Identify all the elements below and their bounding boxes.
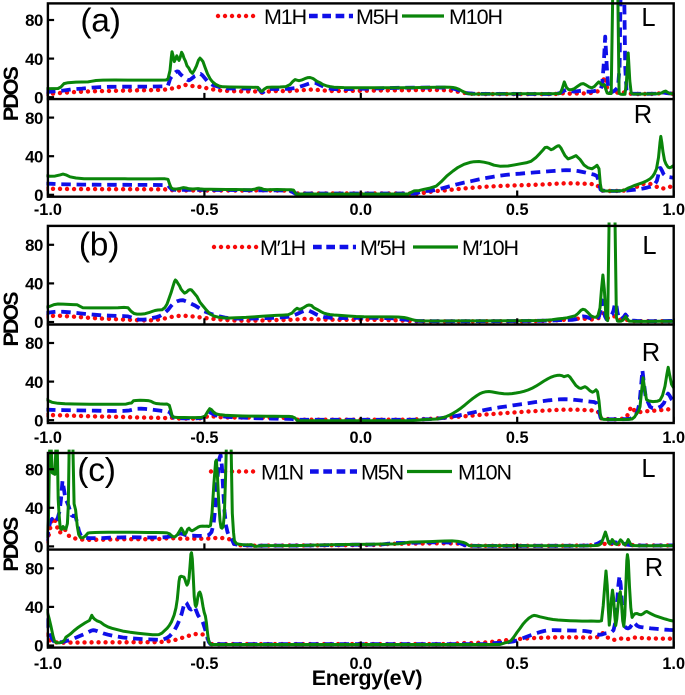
svg-text:M′5H: M′5H (360, 236, 405, 260)
svg-text:(b): (b) (79, 227, 119, 264)
svg-text:M′1H: M′1H (260, 236, 305, 260)
svg-text:1.0: 1.0 (662, 429, 685, 447)
svg-text:0: 0 (34, 313, 43, 332)
svg-text:0: 0 (34, 186, 43, 205)
svg-text:40: 40 (25, 275, 43, 294)
svg-text:0: 0 (34, 637, 43, 656)
svg-text:40: 40 (25, 373, 43, 392)
svg-text:R: R (645, 554, 663, 582)
svg-text:40: 40 (25, 50, 43, 69)
svg-text:L: L (641, 4, 655, 32)
svg-text:1.0: 1.0 (662, 655, 685, 673)
svg-text:(c): (c) (77, 452, 115, 489)
svg-text:Energy(eV): Energy(eV) (312, 666, 423, 690)
svg-text:0.0: 0.0 (349, 429, 372, 447)
svg-text:R: R (634, 101, 652, 129)
svg-text:L: L (641, 455, 655, 483)
svg-text:R: R (642, 339, 660, 367)
svg-text:40: 40 (25, 598, 43, 617)
svg-text:M1H: M1H (264, 5, 306, 29)
svg-text:-1.0: -1.0 (34, 201, 62, 219)
svg-text:-0.5: -0.5 (190, 655, 218, 673)
svg-text:M10N: M10N (458, 460, 511, 484)
svg-text:M5N: M5N (361, 460, 403, 484)
svg-text:80: 80 (25, 11, 43, 30)
svg-text:0.0: 0.0 (349, 201, 372, 219)
svg-text:M5H: M5H (356, 5, 398, 29)
svg-text:L: L (642, 232, 656, 260)
svg-text:80: 80 (25, 460, 43, 479)
svg-text:-1.0: -1.0 (34, 429, 62, 447)
svg-text:80: 80 (25, 109, 43, 128)
svg-text:0.5: 0.5 (506, 655, 529, 673)
svg-text:40: 40 (25, 147, 43, 166)
svg-text:0.0: 0.0 (349, 655, 372, 673)
svg-text:M10H: M10H (449, 5, 502, 29)
svg-text:M′10H: M′10H (462, 236, 518, 260)
svg-text:M1N: M1N (261, 460, 303, 484)
svg-text:-0.5: -0.5 (190, 201, 218, 219)
svg-text:PDOS: PDOS (0, 66, 23, 121)
svg-text:80: 80 (25, 334, 43, 353)
svg-text:0.5: 0.5 (506, 429, 529, 447)
svg-text:0.5: 0.5 (506, 201, 529, 219)
svg-text:0: 0 (34, 411, 43, 430)
svg-text:80: 80 (25, 236, 43, 255)
svg-text:-0.5: -0.5 (190, 429, 218, 447)
svg-text:40: 40 (25, 499, 43, 518)
svg-text:PDOS: PDOS (0, 517, 23, 572)
svg-text:(a): (a) (80, 3, 120, 40)
svg-text:0: 0 (34, 538, 43, 557)
svg-text:1.0: 1.0 (662, 201, 685, 219)
svg-text:0: 0 (34, 88, 43, 107)
svg-text:80: 80 (25, 560, 43, 579)
svg-text:-1.0: -1.0 (34, 655, 62, 673)
svg-text:PDOS: PDOS (0, 292, 23, 347)
